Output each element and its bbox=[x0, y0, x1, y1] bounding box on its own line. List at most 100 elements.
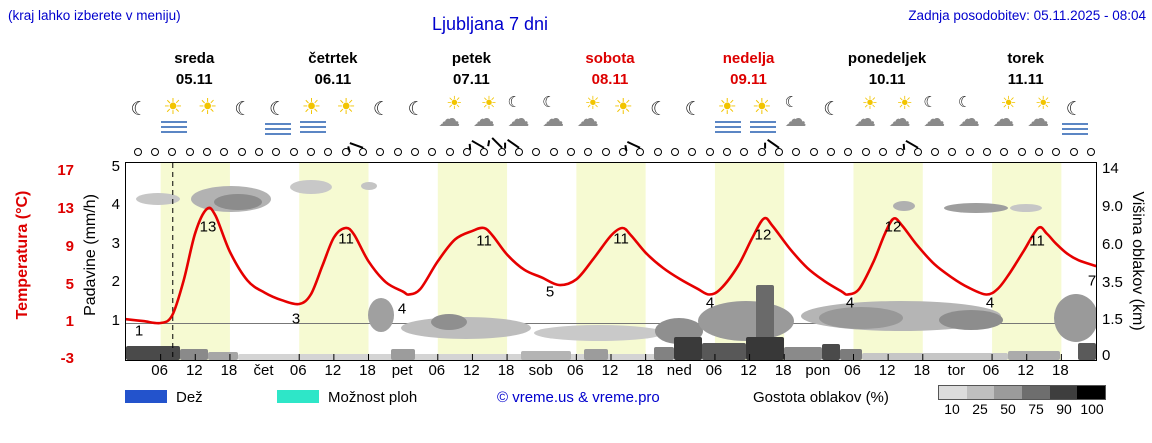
wind-circle bbox=[774, 148, 783, 156]
wind-circle bbox=[792, 148, 801, 156]
sun-icon: ☀ bbox=[861, 93, 879, 113]
wind-barb-icon bbox=[904, 140, 930, 160]
wind-circle bbox=[324, 148, 333, 156]
plot-area: 1 13 3 11 4 11 5 11 4 12 4 12 4 11 7 bbox=[125, 162, 1097, 361]
cloud-icon: ☁ bbox=[992, 106, 1015, 131]
sun-fog-icon: ☀ bbox=[745, 93, 781, 141]
sun-cloud-icon: ☀ ☁ bbox=[433, 93, 469, 141]
density-step bbox=[939, 386, 967, 399]
calm-wind-icon bbox=[705, 144, 722, 160]
time-tick-label: 18 bbox=[774, 362, 792, 379]
calm-wind-icon bbox=[670, 144, 687, 160]
calm-wind-icon bbox=[1052, 144, 1068, 160]
calm-wind-icon bbox=[185, 144, 202, 160]
day-abbrev-label: pon bbox=[805, 362, 831, 379]
calm-wind-icon bbox=[410, 144, 427, 160]
calm-wind-icon bbox=[393, 144, 410, 160]
calm-wind-icon bbox=[861, 144, 878, 160]
sun-icon: ☀ bbox=[606, 93, 642, 141]
cloud-blob bbox=[1078, 343, 1096, 360]
day-name: torek bbox=[1007, 50, 1044, 67]
calm-wind-icon bbox=[1034, 144, 1051, 160]
wind-circle bbox=[151, 148, 160, 156]
temperature-tick: 13 bbox=[57, 200, 74, 217]
day-abbrev-label: pet bbox=[391, 362, 413, 379]
temperature-value-label: 4 bbox=[845, 294, 855, 312]
temperature-tick: 9 bbox=[65, 238, 74, 255]
cloud-height-tick: 0 bbox=[1102, 347, 1111, 364]
temperature-value-label: 12 bbox=[884, 218, 902, 236]
last-update: Zadnja posodobitev: 05.11.2025 - 08:04 bbox=[908, 8, 1146, 23]
temperature-value-label: 12 bbox=[754, 226, 772, 244]
calm-wind-icon bbox=[1000, 144, 1016, 160]
day-name: sobota bbox=[585, 50, 635, 67]
wind-barb-icon bbox=[471, 140, 496, 160]
wind-circle bbox=[670, 148, 679, 156]
time-tick-label: 18 bbox=[636, 362, 653, 379]
time-tick-label: 06 bbox=[428, 362, 446, 379]
sun-icon: ☀ bbox=[446, 93, 463, 113]
day-header-četrtek: četrtek 06.11 bbox=[264, 48, 403, 90]
moon-icon: ☾ bbox=[641, 93, 677, 141]
day-header-ponedeljek: ponedeljek 10.11 bbox=[818, 48, 957, 90]
sun-icon: ☀ bbox=[896, 93, 913, 113]
cloud-icon: ☁ bbox=[438, 106, 461, 131]
sun-icon: ☀ bbox=[480, 93, 497, 113]
weather-icons-row: ☾ ☀ ☀ ☾ ☾ ☀ ☀ ☾ ☾ ☀ ☁ ☀ ☁ ☾ ☁ ☾ ☁ ☀ ☁ ☀ ☾ ☾ ☀ ☀ ☾ ☁ ☾ ☀ ☁ ☀ ☁ ☾ ☁ ☾ ☁ ☀ ☁ ☀ ☁ ☾ bbox=[125, 93, 1095, 143]
wind-circle bbox=[445, 148, 454, 156]
moon-fog-icon: ☾ bbox=[260, 93, 296, 141]
time-tick-label: 06 bbox=[151, 362, 168, 379]
calm-wind-icon bbox=[307, 144, 323, 160]
temperature-value-label: 11 bbox=[338, 230, 354, 248]
wind-circle bbox=[861, 148, 870, 156]
wind-circle bbox=[549, 148, 558, 156]
wind-circle bbox=[740, 148, 749, 156]
wind-circle bbox=[480, 148, 489, 156]
calm-wind-icon bbox=[1069, 144, 1086, 160]
day-header-sobota: sobota 08.11 bbox=[541, 48, 680, 90]
precipitation-tick: 4 bbox=[111, 196, 120, 213]
cloud-blob bbox=[534, 325, 664, 341]
cloud-blob bbox=[746, 337, 784, 360]
calm-wind-icon bbox=[1086, 144, 1103, 160]
wind-barb-icon bbox=[349, 142, 375, 160]
temperature-value-label: 11 bbox=[1029, 232, 1045, 250]
temperature-value-label: 11 bbox=[476, 232, 492, 250]
time-tick-label: 18 bbox=[497, 362, 515, 379]
wind-circle bbox=[653, 148, 662, 156]
temperature-value-label: 13 bbox=[199, 218, 217, 236]
temperature-value-label: 7 bbox=[1087, 272, 1097, 290]
day-band bbox=[992, 163, 1062, 360]
moon-icon: ☾ bbox=[121, 93, 157, 141]
cloud-blob bbox=[702, 343, 746, 360]
calm-wind-icon bbox=[462, 144, 479, 160]
moon-icon: ☾ bbox=[957, 94, 972, 111]
moon-icon: ☾ bbox=[784, 94, 799, 111]
wind-circle bbox=[1017, 148, 1026, 156]
page-title: Ljubljana 7 dni bbox=[431, 14, 549, 34]
moon-icon: ☾ bbox=[542, 94, 556, 111]
wind-barb-icon bbox=[766, 139, 791, 160]
cloud-blob bbox=[126, 346, 180, 360]
wind-circle bbox=[272, 148, 281, 156]
density-step bbox=[994, 386, 1023, 399]
day-header-nedelja: nedelja 09.11 bbox=[679, 48, 818, 90]
density-tick-label: 25 bbox=[972, 401, 988, 417]
wind-circle bbox=[896, 148, 905, 156]
wind-circle bbox=[618, 148, 627, 156]
copyright-link[interactable]: © vreme.us & vreme.pro bbox=[497, 389, 660, 406]
cloud-moon-icon: ☾ ☁ bbox=[918, 93, 954, 141]
wind-circle bbox=[307, 148, 315, 156]
cloud-icon: ☁ bbox=[923, 106, 946, 131]
wind-circle bbox=[497, 148, 506, 156]
moon-icon: ☾ bbox=[1065, 99, 1083, 120]
sun-icon: ☀ bbox=[329, 93, 365, 141]
calm-wind-icon bbox=[376, 144, 392, 160]
day-date: 07.11 bbox=[453, 71, 490, 88]
cloud-blob bbox=[208, 352, 238, 360]
sun-icon: ☀ bbox=[613, 94, 634, 119]
day-header-torek: torek 11.11 bbox=[956, 48, 1095, 90]
moon-icon: ☾ bbox=[650, 99, 668, 120]
sun-cloud-icon: ☀ ☁ bbox=[849, 93, 885, 141]
moon-icon: ☾ bbox=[372, 99, 390, 120]
